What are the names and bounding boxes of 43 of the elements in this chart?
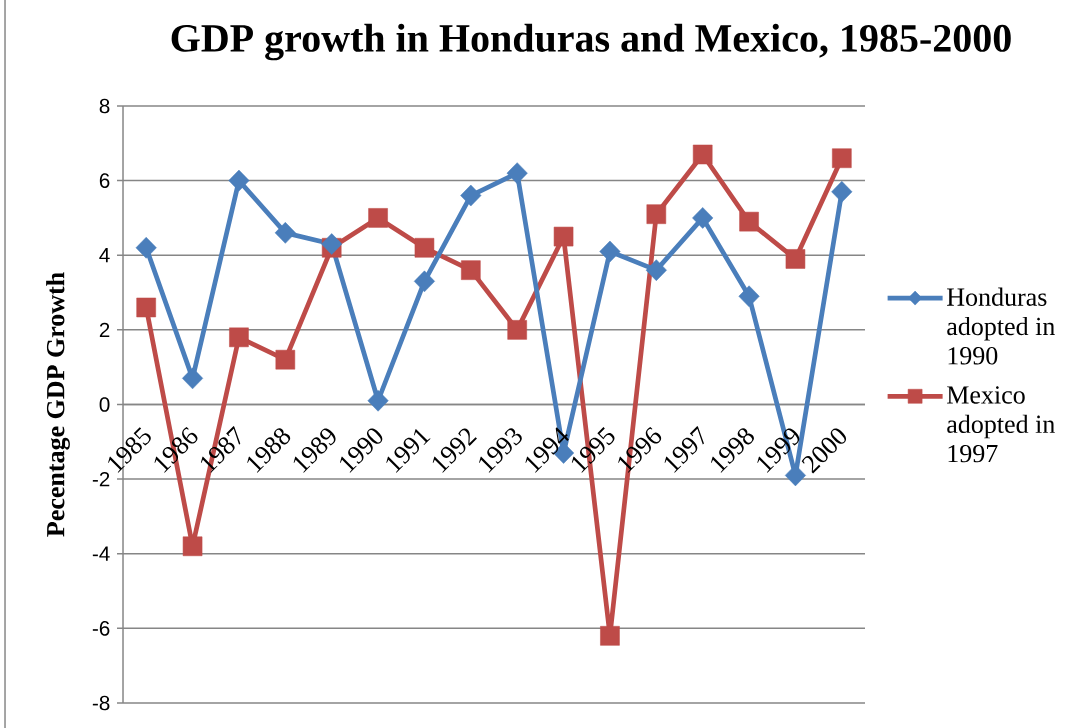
point [413, 270, 435, 293]
point [274, 222, 296, 244]
point [135, 237, 157, 259]
point [182, 536, 203, 557]
y-tick-label: -8 [92, 695, 110, 711]
x-tick-label: 1991 [386, 428, 431, 473]
point [739, 211, 759, 232]
point [692, 207, 714, 229]
y-tick-label: 8 [99, 98, 110, 114]
point [507, 320, 527, 340]
point [367, 389, 389, 412]
point [275, 349, 296, 370]
y-axis-title: Pecentage GDP Growth [46, 272, 70, 537]
point [182, 367, 204, 390]
point [228, 169, 250, 192]
point [414, 238, 435, 258]
point [832, 148, 852, 168]
point [321, 233, 343, 255]
y-tick-label: 6 [99, 173, 110, 188]
point [368, 208, 388, 228]
point [600, 626, 620, 646]
y-tick-label: 2 [99, 322, 110, 338]
point [136, 297, 156, 318]
chart-title: GDP growth in Honduras and Mexico, 1985-2000 [171, 23, 1011, 61]
y-tick-label: -4 [92, 546, 110, 561]
legend-label: Mexico adopted in 1997 [947, 386, 1055, 463]
y-tick-label: 0 [99, 397, 110, 412]
point [738, 285, 760, 308]
point [229, 327, 249, 348]
point [831, 181, 853, 203]
point [461, 260, 481, 280]
y-tick-label: 4 [99, 248, 110, 263]
point [645, 259, 667, 281]
y-tick-label: -2 [92, 471, 110, 487]
legend-label: Honduras adopted in 1990 [947, 287, 1055, 365]
point [785, 249, 806, 269]
point [646, 204, 667, 224]
point [506, 162, 528, 184]
point [692, 144, 713, 165]
point [599, 240, 621, 263]
y-tick-label: -6 [92, 621, 110, 636]
point [460, 184, 482, 207]
point [553, 226, 574, 247]
